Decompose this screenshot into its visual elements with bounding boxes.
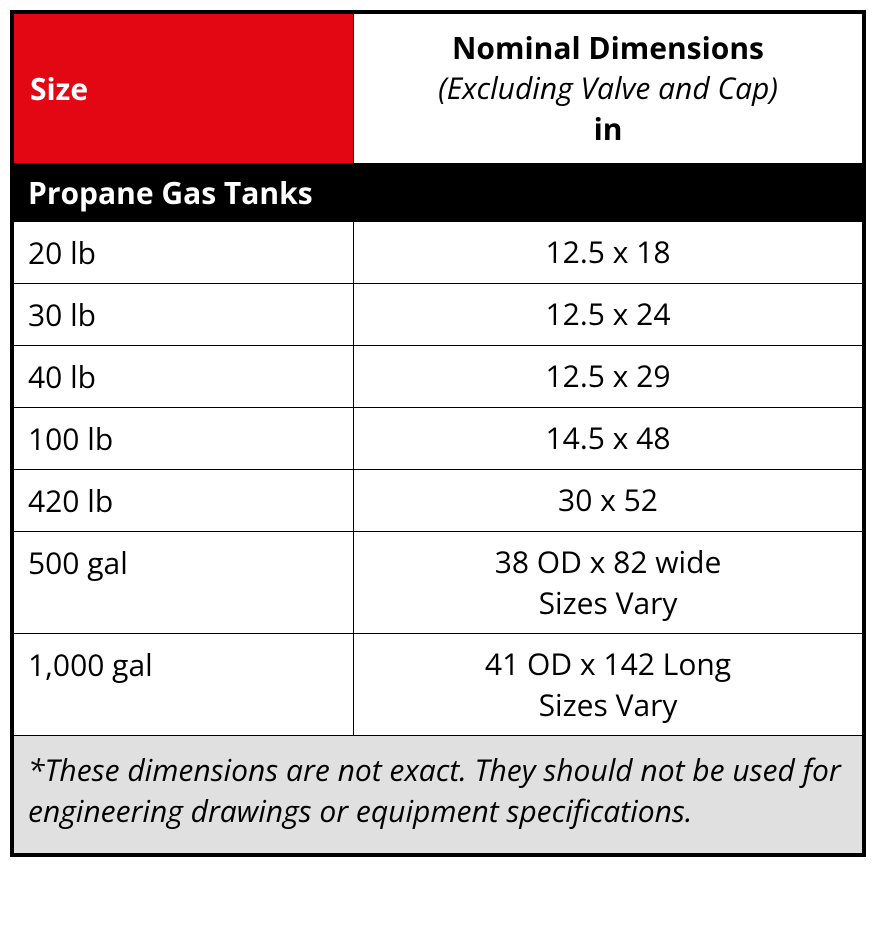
table-row: 500 gal 38 OD x 82 wide Sizes Vary bbox=[14, 532, 863, 634]
footnote-row: *These dimensions are not exact. They sh… bbox=[14, 736, 863, 854]
header-size-label: Size bbox=[30, 68, 88, 109]
header-dimensions: Nominal Dimensions (Excluding Valve and … bbox=[354, 14, 863, 164]
header-dim-title: Nominal Dimensions bbox=[452, 27, 764, 68]
size-cell: 100 lb bbox=[14, 408, 354, 470]
section-heading-row: Propane Gas Tanks bbox=[14, 164, 863, 222]
dim-line1: 41 OD x 142 Long bbox=[368, 644, 848, 685]
header-dim-subtitle: (Excluding Valve and Cap) bbox=[438, 67, 778, 108]
size-cell: 20 lb bbox=[14, 222, 354, 284]
size-cell: 30 lb bbox=[14, 284, 354, 346]
data-table: Size Nominal Dimensions (Excluding Valve… bbox=[13, 13, 863, 854]
header-size: Size bbox=[14, 14, 354, 164]
dimension-cell: 12.5 x 24 bbox=[354, 284, 863, 346]
dim-line1: 30 x 52 bbox=[558, 479, 658, 520]
header-dim-unit: in bbox=[594, 108, 623, 149]
dim-line1: 12.5 x 24 bbox=[546, 293, 671, 334]
dimension-cell: 12.5 x 18 bbox=[354, 222, 863, 284]
header-row: Size Nominal Dimensions (Excluding Valve… bbox=[14, 14, 863, 164]
size-cell: 500 gal bbox=[14, 532, 354, 634]
table-row: 420 lb 30 x 52 bbox=[14, 470, 863, 532]
table-row: 30 lb 12.5 x 24 bbox=[14, 284, 863, 346]
dim-line1: 38 OD x 82 wide bbox=[368, 542, 848, 583]
size-cell: 1,000 gal bbox=[14, 634, 354, 736]
dimension-cell: 41 OD x 142 Long Sizes Vary bbox=[354, 634, 863, 736]
dimension-cell: 30 x 52 bbox=[354, 470, 863, 532]
table-row: 40 lb 12.5 x 29 bbox=[14, 346, 863, 408]
dimension-cell: 12.5 x 29 bbox=[354, 346, 863, 408]
footnote: *These dimensions are not exact. They sh… bbox=[14, 736, 863, 854]
dim-line1: 12.5 x 29 bbox=[546, 355, 671, 396]
size-cell: 40 lb bbox=[14, 346, 354, 408]
table-row: 100 lb 14.5 x 48 bbox=[14, 408, 863, 470]
dim-line2: Sizes Vary bbox=[368, 685, 848, 726]
propane-tank-size-table: Size Nominal Dimensions (Excluding Valve… bbox=[10, 10, 866, 857]
dimension-cell: 38 OD x 82 wide Sizes Vary bbox=[354, 532, 863, 634]
size-cell: 420 lb bbox=[14, 470, 354, 532]
table-row: 20 lb 12.5 x 18 bbox=[14, 222, 863, 284]
table-row: 1,000 gal 41 OD x 142 Long Sizes Vary bbox=[14, 634, 863, 736]
section-heading: Propane Gas Tanks bbox=[14, 164, 863, 222]
dim-line1: 14.5 x 48 bbox=[546, 417, 671, 458]
dimension-cell: 14.5 x 48 bbox=[354, 408, 863, 470]
dim-line2: Sizes Vary bbox=[368, 583, 848, 624]
dim-line1: 12.5 x 18 bbox=[546, 231, 671, 272]
